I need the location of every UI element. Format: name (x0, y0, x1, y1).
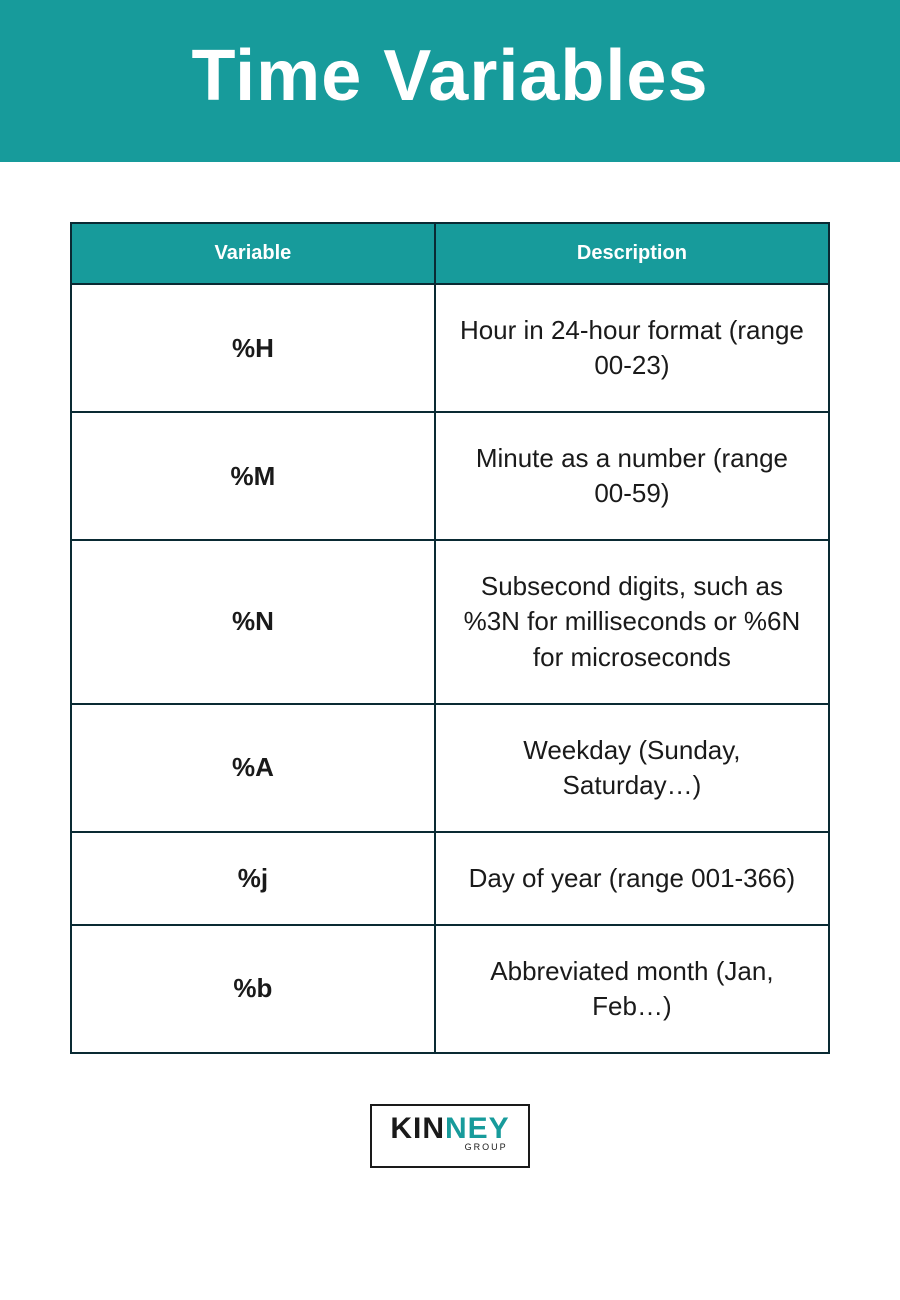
logo-part1: KIN (390, 1112, 445, 1145)
description-cell: Subsecond digits, such as %3N for millis… (435, 540, 829, 703)
table-row: %AWeekday (Sunday, Saturday…) (71, 704, 829, 832)
description-cell: Abbreviated month (Jan, Feb…) (435, 925, 829, 1053)
table-row: %HHour in 24-hour format (range 00-23) (71, 284, 829, 412)
variable-cell: %H (71, 284, 435, 412)
logo-part2: NEY (445, 1112, 510, 1145)
table-row: %jDay of year (range 001-366) (71, 832, 829, 925)
variable-cell: %M (71, 412, 435, 540)
table-row: %NSubsecond digits, such as %3N for mill… (71, 540, 829, 703)
logo-container: KINNEY GROUP (0, 1104, 900, 1168)
description-cell: Hour in 24-hour format (range 00-23) (435, 284, 829, 412)
table-row: %bAbbreviated month (Jan, Feb…) (71, 925, 829, 1053)
col-header-description: Description (435, 223, 829, 284)
page-header: Time Variables (0, 0, 900, 162)
variable-cell: %A (71, 704, 435, 832)
time-variables-table: Variable Description %HHour in 24-hour f… (70, 222, 830, 1054)
table-header-row: Variable Description (71, 223, 829, 284)
table-container: Variable Description %HHour in 24-hour f… (0, 162, 900, 1054)
description-cell: Minute as a number (range 00-59) (435, 412, 829, 540)
description-cell: Day of year (range 001-366) (435, 832, 829, 925)
variable-cell: %b (71, 925, 435, 1053)
table-row: %MMinute as a number (range 00-59) (71, 412, 829, 540)
col-header-variable: Variable (71, 223, 435, 284)
brand-logo: KINNEY GROUP (370, 1104, 529, 1168)
page-title: Time Variables (20, 35, 880, 117)
variable-cell: %j (71, 832, 435, 925)
logo-text: KINNEY (390, 1114, 509, 1144)
description-cell: Weekday (Sunday, Saturday…) (435, 704, 829, 832)
variable-cell: %N (71, 540, 435, 703)
table-body: %HHour in 24-hour format (range 00-23)%M… (71, 284, 829, 1053)
